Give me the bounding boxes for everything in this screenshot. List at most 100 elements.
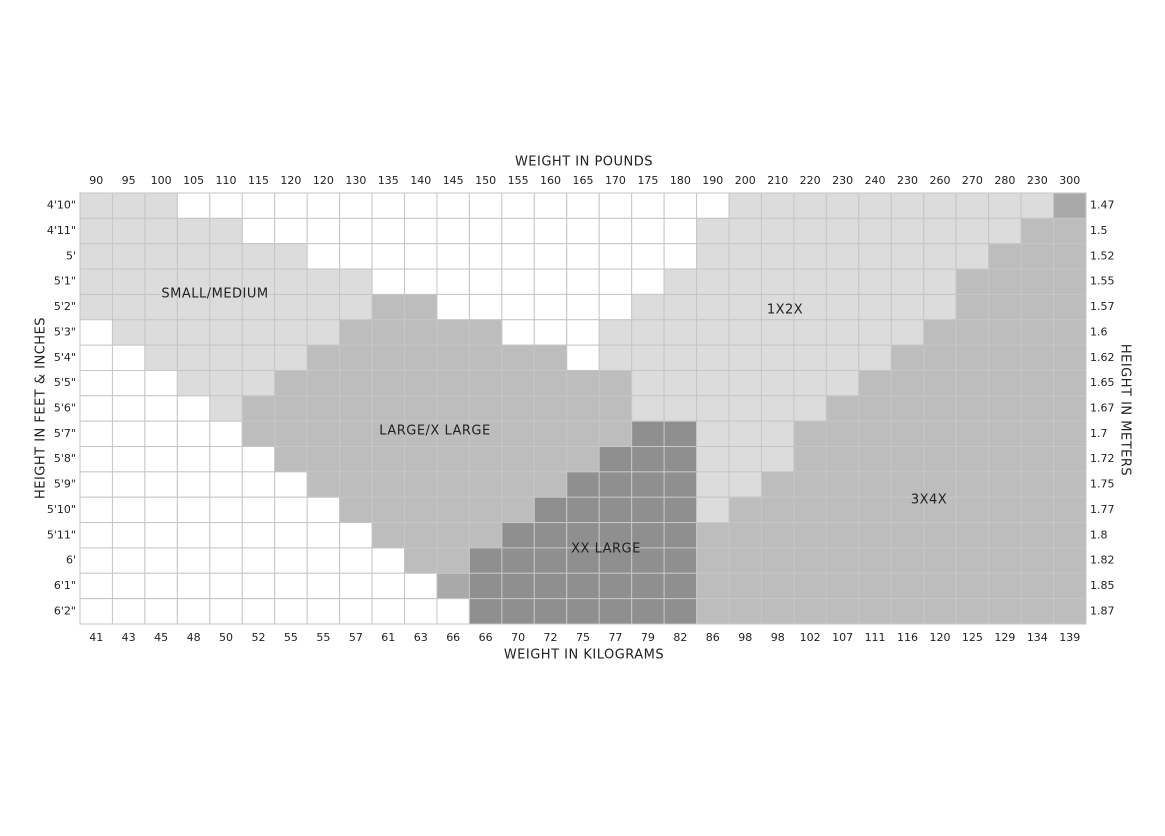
grid-cell [468,268,503,295]
grid-cell [436,446,470,473]
height-meters-label: 1.8 [1090,528,1108,541]
grid-cell [111,598,146,625]
grid-cell [955,446,990,473]
grid-cell [176,547,211,574]
grid-cell [696,522,730,549]
grid-cell [760,192,795,219]
grid-cell [79,522,113,549]
grid-cell [404,268,438,295]
grid-cell [1020,598,1055,625]
grid-cell [501,446,535,473]
height-meters-label: 1.82 [1090,554,1115,567]
grid-cell [1020,369,1055,397]
grid-cell [404,395,438,422]
grid-cell [436,243,470,270]
grid-cell [760,369,795,397]
grid-cell [274,369,308,397]
grid-cell [1020,293,1055,321]
grid-cell [436,369,470,397]
grid-cell [793,268,827,295]
grid-cell [274,446,308,473]
grid-cell [274,344,308,371]
pounds-label: 150 [475,174,496,187]
grid-cell [663,496,698,524]
grid-cell [501,420,535,448]
grid-cell [274,395,308,422]
grid-cell [501,192,535,219]
grid-cell [306,572,341,600]
grid-cell [79,598,113,625]
grid-cell [760,217,795,245]
kilograms-label: 45 [154,631,168,644]
grid-cell [371,471,406,498]
grid-cell [728,369,762,397]
grid-cell [631,420,665,448]
zone-label: 3X4X [911,493,947,508]
grid-cell [566,420,600,448]
grid-cell [1053,471,1087,498]
grid-cell [176,344,211,371]
grid-cell [793,369,827,397]
pounds-label: 300 [1059,174,1080,187]
grid-cell [209,268,243,295]
grid-cell [923,471,957,498]
grid-cell [1053,496,1087,524]
height-feet-label: 5'2" [54,300,76,313]
kilograms-label: 57 [349,631,363,644]
grid-cell [306,446,341,473]
grid-cell [468,192,503,219]
grid-cell [241,547,276,574]
grid-cell [371,395,406,422]
grid-cell [955,598,990,625]
grid-cell [631,369,665,397]
height-feet-label: 6'1" [54,579,76,592]
grid-cell [501,572,535,600]
grid-cell [371,598,406,625]
kilograms-label: 61 [381,631,395,644]
grid-cell [209,217,243,245]
grid-cell [111,446,146,473]
grid-cell [144,547,178,574]
grid-cell [890,369,925,397]
grid-cell [858,522,892,549]
height-meters-label: 1.47 [1090,199,1115,212]
kilograms-label: 75 [576,631,590,644]
grid-cell [955,572,990,600]
kilograms-label: 41 [89,631,103,644]
grid-cell [825,395,860,422]
grid-cell [339,598,373,625]
grid-cell [468,293,503,321]
grid-cell [825,192,860,219]
grid-cell [501,395,535,422]
left-axis-title: HEIGHT IN FEET & INCHES [34,317,49,499]
grid-cell [663,547,698,574]
grid-cell [306,598,341,625]
grid-cell [144,420,178,448]
pounds-label: 230 [1027,174,1048,187]
grid-cell [111,572,146,600]
kilograms-label: 70 [511,631,525,644]
grid-cell [696,268,730,295]
grid-cell [890,192,925,219]
grid-cell [339,268,373,295]
grid-cell [79,496,113,524]
grid-cell [274,522,308,549]
grid-cell [274,268,308,295]
grid-cell [760,547,795,574]
grid-cell [923,522,957,549]
grid-cell [988,319,1022,346]
grid-cell [760,268,795,295]
grid-cell [728,598,762,625]
grid-cell [598,496,633,524]
grid-cell [955,522,990,549]
grid-cell [825,293,860,321]
grid-cell [760,344,795,371]
grid-cell [468,496,503,524]
grid-cell [1053,217,1087,245]
grid-cell [858,293,892,321]
grid-cell [1020,522,1055,549]
grid-cell [696,192,730,219]
pounds-label: 210 [767,174,788,187]
grid-cell [631,243,665,270]
grid-cell [988,395,1022,422]
